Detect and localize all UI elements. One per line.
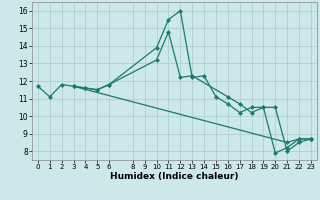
X-axis label: Humidex (Indice chaleur): Humidex (Indice chaleur) (110, 172, 239, 181)
